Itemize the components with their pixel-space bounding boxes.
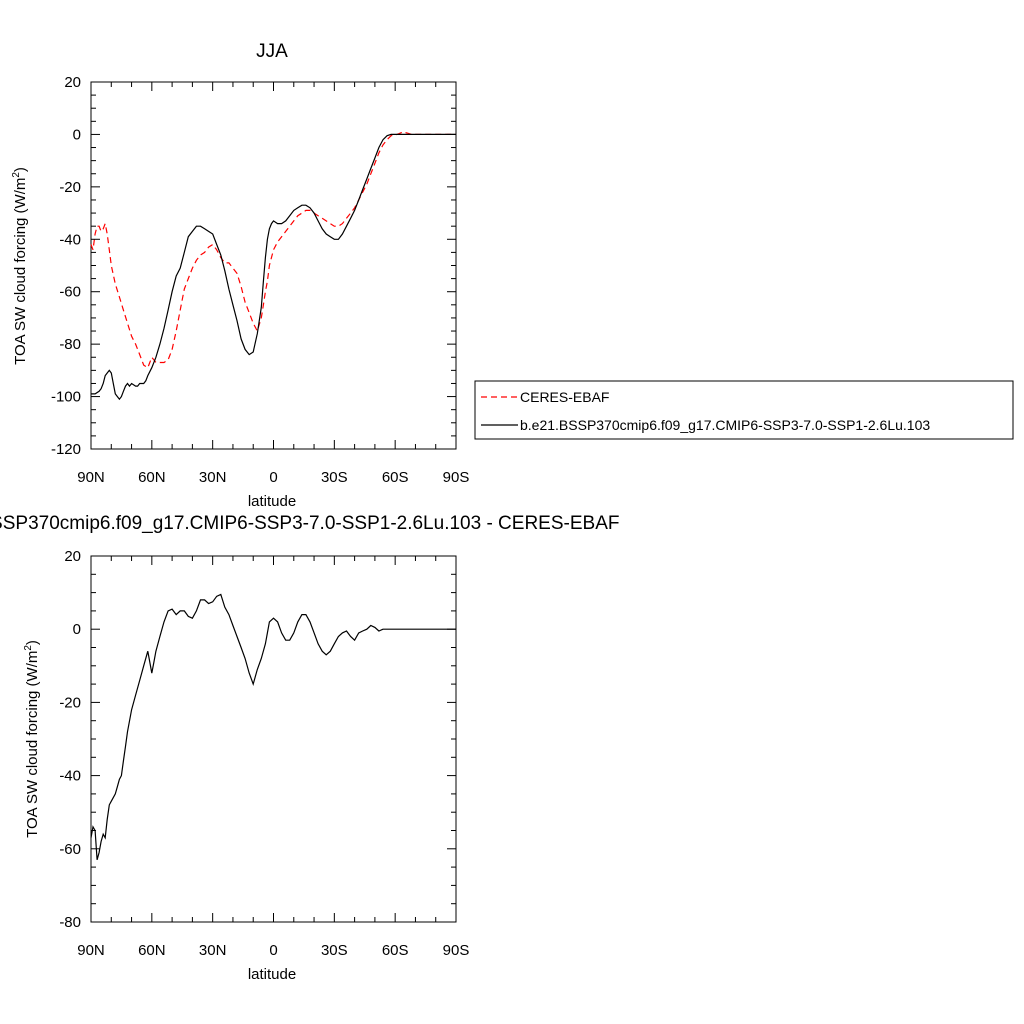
y-tick-label: -80 [59, 336, 81, 353]
y-tick-label: 0 [73, 621, 81, 638]
x-tick-label: 90N [77, 942, 105, 959]
y-tick-label: 0 [73, 126, 81, 143]
y-tick-label: -20 [59, 694, 81, 711]
y-tick-label: -100 [51, 389, 81, 406]
chart-title: JJA [256, 41, 288, 62]
x-axis-title: latitude [248, 966, 296, 983]
legend-label-model: b.e21.BSSP370cmip6.f09_g17.CMIP6-SSP3-7.… [520, 417, 930, 433]
legend: CERES-EBAF b.e21.BSSP370cmip6.f09_g17.CM… [474, 380, 1014, 440]
x-axis-title: latitude [248, 493, 296, 510]
y-tick-label: -20 [59, 179, 81, 196]
x-axis: 90N 60N 30N 0 30S 60S 90S [77, 82, 469, 486]
plot-frame [90, 555, 457, 923]
x-tick-label: 30S [321, 469, 348, 486]
series-line-ceres [90, 131, 456, 369]
y-tick-label: 20 [64, 74, 81, 91]
y-tick-label: -40 [59, 231, 81, 248]
x-tick-label: 0 [269, 942, 277, 959]
x-tick-label: 60N [138, 942, 166, 959]
y-tick-label: -80 [59, 914, 81, 931]
plot-area [90, 555, 457, 923]
x-tick-label: 30N [199, 942, 227, 959]
legend-label-ceres: CERES-EBAF [520, 389, 609, 405]
y-axis-title: TOA SW cloud forcing (W/m2) [23, 640, 41, 838]
plot-area [90, 81, 457, 450]
y-tick-label: -40 [59, 768, 81, 785]
x-tick-label: 90S [443, 469, 470, 486]
y-tick-label: 20 [64, 548, 81, 565]
legend-box [474, 380, 1014, 440]
climatology-panel: JJA 20 0 -20 -40 -60 -80 -100 -120 90N 60N 30N 0 30… [11, 41, 1014, 510]
x-tick-label: 60S [382, 469, 409, 486]
y-tick-label: -60 [59, 284, 81, 301]
y-axis: 20 0 -20 -40 -60 -80 -100 -120 [51, 74, 456, 458]
x-tick-label: 60N [138, 469, 166, 486]
plot-frame [90, 81, 457, 450]
x-tick-label: 30N [199, 469, 227, 486]
x-tick-label: 60S [382, 942, 409, 959]
y-axis-title: TOA SW cloud forcing (W/m2) [11, 167, 29, 365]
x-tick-label: 0 [269, 469, 277, 486]
x-tick-label: 90N [77, 469, 105, 486]
series-line-difference [90, 593, 456, 860]
y-tick-label: -60 [59, 841, 81, 858]
difference-panel: b.e21.BSSP370cmip6.f09_g17.CMIP6-SSP3-7.… [0, 513, 619, 983]
series-line-model [91, 133, 456, 401]
y-axis: 20 0 -20 -40 -60 -80 [59, 548, 456, 931]
y-tick-label: -120 [51, 441, 81, 458]
x-tick-label: 30S [321, 942, 348, 959]
x-axis: 90N 60N 30N 0 30S 60S 90S [77, 556, 469, 959]
x-tick-label: 90S [443, 942, 470, 959]
difference-title: b.e21.BSSP370cmip6.f09_g17.CMIP6-SSP3-7.… [0, 513, 619, 534]
